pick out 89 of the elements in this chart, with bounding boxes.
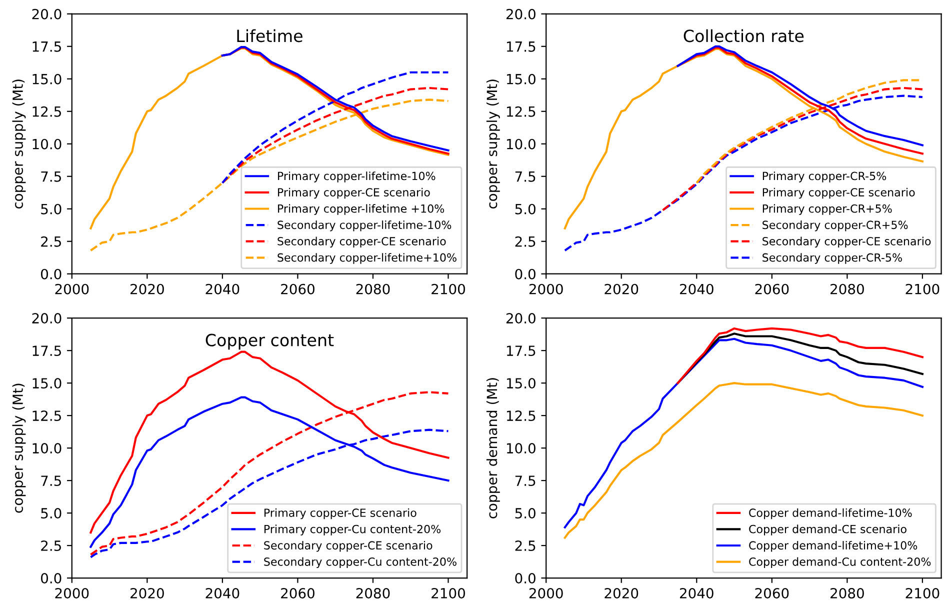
y-tick-label: 12.5: [506, 106, 536, 117]
y-tick-label: 2.5: [515, 540, 536, 552]
legend-label: Primary copper-Cu content-20%: [264, 524, 441, 536]
y-tick-label: 5.0: [515, 204, 536, 214]
x-tick-label: 2000: [529, 284, 563, 294]
y-tick-label: 10.0: [32, 138, 62, 150]
x-tick-label: 2040: [680, 284, 714, 294]
legend-label: Copper demand-CE scenario: [749, 524, 906, 536]
y-axis-title: copper demand (Mt): [486, 378, 500, 518]
legend-label: Secondary copper-CR+5%: [762, 220, 908, 232]
legend-label: Primary copper-CE scenario: [278, 188, 430, 199]
y-tick-label: 5.0: [41, 508, 62, 519]
y-tick-label: 17.5: [506, 346, 536, 356]
y-tick-label: 17.5: [506, 42, 536, 52]
y-tick-label: 0.0: [515, 572, 536, 584]
x-tick-label: 2100: [906, 588, 940, 598]
y-tick-label: 12.5: [32, 106, 61, 117]
line-series: [564, 48, 924, 230]
legend-label: Secondary copper-CE scenario: [762, 236, 931, 248]
x-tick-label: 2060: [281, 284, 314, 294]
y-tick-label: 7.5: [41, 476, 61, 486]
x-tick-label: 2000: [529, 588, 563, 598]
x-tick-label: 2040: [680, 588, 714, 598]
x-tick-label: 2100: [906, 284, 940, 294]
y-tick-label: 2.5: [41, 236, 61, 247]
y-axis-title: copper supply (Mt): [12, 80, 26, 209]
x-tick-label: 2040: [206, 588, 240, 598]
y-tick-label: 15.0: [506, 378, 536, 389]
legend-label: Secondary copper-lifetime-10%: [278, 220, 452, 232]
y-tick-label: 2.5: [41, 540, 61, 552]
y-tick-label: 0.0: [41, 268, 62, 280]
x-tick-label: 2020: [604, 588, 638, 598]
x-tick-label: 2020: [604, 284, 638, 294]
y-tick-label: 12.5: [506, 410, 536, 422]
x-tick-label: 2080: [830, 588, 864, 598]
y-tick-label: 20.0: [32, 8, 62, 20]
x-tick-label: 2000: [55, 588, 89, 598]
y-tick-label: 5.0: [515, 508, 536, 519]
x-tick-label: 2100: [432, 588, 465, 598]
x-tick-label: 2100: [432, 284, 465, 294]
legend-label: Copper demand-lifetime+10%: [749, 540, 918, 552]
y-tick-label: 7.5: [41, 172, 61, 182]
y-tick-label: 5.0: [41, 204, 62, 214]
y-axis-title: copper supply (Mt): [486, 80, 500, 209]
y-tick-label: 15.0: [32, 378, 62, 389]
legend-label: Primary copper-lifetime +10%: [278, 204, 444, 215]
y-tick-label: 10.0: [506, 443, 536, 454]
text: Collection rate: [684, 29, 804, 42]
legend-label: Copper demand-Cu content-20%: [749, 557, 931, 568]
y-tick-label: 20.0: [506, 313, 536, 324]
y-tick-label: 15.0: [506, 74, 536, 84]
y-tick-label: 10.0: [32, 443, 62, 454]
legend-label: Primary copper-CE scenario: [762, 188, 915, 199]
y-tick-label: 7.5: [515, 172, 536, 182]
legend-label: Secondary copper-CE scenario: [264, 540, 432, 552]
x-tick-label: 2040: [206, 284, 240, 294]
legend-label: Secondary copper-CR-5%: [762, 253, 902, 264]
legend-label: Primary copper-CE scenario: [264, 508, 416, 520]
x-tick-label: 2060: [755, 284, 789, 294]
y-tick-label: 0.0: [515, 268, 536, 280]
legend-label: Copper demand-lifetime-10%: [749, 508, 912, 520]
x-tick-label: 2060: [755, 588, 789, 598]
text: Lifetime: [237, 29, 302, 42]
legend-label: Secondary copper-Cu content-20%: [264, 557, 456, 568]
y-tick-label: 17.5: [32, 346, 61, 356]
y-tick-label: 17.5: [32, 42, 61, 52]
x-tick-label: 2080: [830, 284, 864, 294]
legend-label: Primary copper-CR-5%: [762, 172, 886, 182]
y-tick-label: 7.5: [515, 476, 536, 486]
x-tick-label: 2020: [130, 588, 164, 598]
y-tick-label: 0.0: [41, 572, 62, 584]
y-tick-label: 20.0: [506, 8, 536, 20]
legend-label: Secondary copper-CE scenario: [278, 236, 446, 248]
y-axis-title: copper supply (Mt): [12, 384, 26, 513]
y-tick-label: 12.5: [32, 410, 61, 422]
y-tick-label: 10.0: [506, 138, 536, 150]
x-tick-label: 2000: [55, 284, 89, 294]
x-tick-label: 2080: [356, 588, 390, 598]
y-tick-label: 20.0: [32, 313, 62, 324]
x-tick-label: 2020: [130, 284, 164, 294]
y-tick-label: 15.0: [32, 74, 62, 84]
legend-label: Primary copper-lifetime-10%: [278, 172, 436, 182]
y-tick-label: 2.5: [515, 236, 536, 247]
legend-label: Secondary copper-lifetime+10%: [278, 253, 456, 264]
x-tick-label: 2060: [281, 588, 314, 598]
x-tick-label: 2080: [356, 284, 390, 294]
line-series: [564, 382, 924, 539]
legend-label: Primary copper-CR+5%: [762, 204, 892, 215]
text: Copper content: [206, 334, 334, 350]
